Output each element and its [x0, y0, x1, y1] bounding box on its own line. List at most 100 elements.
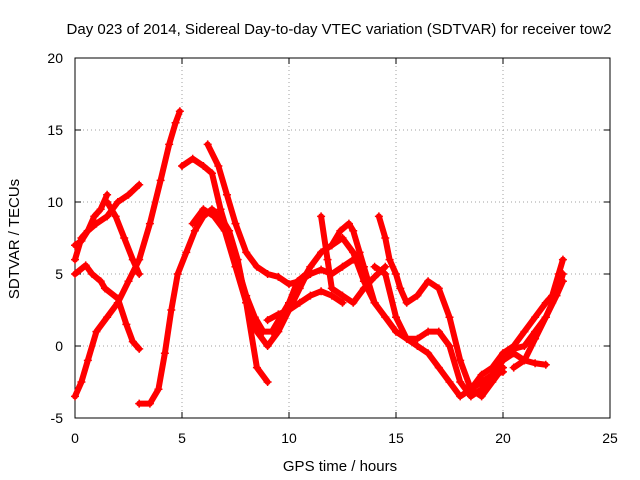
data-point-marker [263, 342, 272, 350]
data-point-marker [434, 284, 443, 293]
data-point-marker [466, 385, 475, 394]
data-point-marker [103, 313, 112, 322]
data-point-marker [424, 277, 433, 286]
data-point-marker [103, 198, 112, 206]
data-point-marker [477, 385, 486, 394]
data-point-marker [81, 261, 90, 270]
data-point-marker [135, 399, 144, 408]
data-point-marker [466, 392, 475, 401]
data-point-marker [90, 212, 99, 221]
series-trace-18 [509, 277, 567, 372]
data-point-marker [413, 342, 422, 350]
data-point-marker [263, 378, 272, 386]
y-tick-label: 15 [47, 122, 63, 138]
data-point-marker [120, 234, 129, 242]
data-point-marker [558, 277, 567, 286]
data-point-marker [456, 378, 465, 386]
x-tick-label: 10 [281, 430, 297, 446]
data-point-marker [374, 212, 383, 221]
series-trace-10 [317, 212, 390, 307]
data-point-marker [520, 356, 529, 365]
data-point-marker [207, 169, 216, 178]
data-point-marker [445, 378, 454, 386]
data-point-marker [160, 349, 169, 358]
data-point-marker [541, 313, 550, 322]
data-point-marker [222, 190, 231, 199]
data-point-marker [336, 226, 345, 235]
series-trace [510, 278, 566, 371]
data-point-marker [385, 255, 394, 264]
series-trace-2 [71, 261, 144, 353]
data-point-marker [242, 248, 251, 257]
data-point-marker [188, 154, 197, 163]
data-point-marker [199, 162, 208, 170]
data-point-marker [274, 327, 283, 336]
data-point-marker [263, 270, 272, 278]
x-axis-label: GPS time / hours [283, 458, 397, 475]
series-trace-12 [263, 287, 347, 325]
data-point-marker [71, 270, 79, 278]
data-point-marker [509, 363, 518, 372]
data-point-marker [295, 284, 304, 293]
data-point-marker [402, 298, 411, 307]
data-point-marker [499, 349, 507, 358]
data-point-marker [92, 327, 101, 336]
data-point-marker [327, 241, 336, 250]
data-point-marker [349, 298, 358, 307]
data-point-marker [531, 334, 540, 343]
data-point-marker [71, 255, 79, 264]
y-axis-tick-labels: -5 0 5 10 15 20 [47, 50, 63, 426]
data-point-marker [124, 277, 133, 286]
data-point-marker [392, 327, 400, 336]
data-point-marker [552, 291, 561, 300]
data-point-marker [413, 291, 422, 300]
data-point-marker [317, 212, 326, 221]
y-axis-label: SDTVAR / TECUs [6, 179, 23, 299]
data-point-marker [338, 234, 347, 242]
data-point-marker [477, 370, 486, 379]
data-point-marker [344, 219, 353, 228]
data-point-marker [263, 316, 272, 325]
data-point-marker [306, 291, 315, 300]
data-point-marker [338, 298, 347, 307]
data-point-marker [71, 392, 79, 401]
x-tick-label: 5 [178, 430, 186, 446]
data-point-marker [274, 310, 283, 319]
data-point-marker [220, 226, 229, 235]
series-trace [189, 206, 399, 349]
series-trace-16 [466, 255, 567, 394]
data-point-marker [349, 226, 358, 235]
data-point-marker [113, 298, 122, 307]
data-point-marker [96, 205, 105, 214]
data-point-marker [182, 248, 191, 257]
series-trace [467, 256, 566, 393]
data-point-marker [103, 212, 112, 221]
data-point-marker [381, 270, 390, 278]
data-point-marker [488, 370, 497, 379]
data-point-marker [145, 219, 154, 228]
data-point-marker [509, 344, 518, 353]
data-point-marker [83, 356, 92, 365]
data-point-marker [541, 360, 550, 369]
data-point-marker [306, 262, 315, 271]
data-point-marker [88, 270, 97, 278]
data-point-marker [456, 356, 465, 365]
data-point-marker [392, 313, 400, 322]
y-tick-label: 20 [47, 50, 63, 66]
data-point-marker [252, 262, 261, 271]
data-point-marker [327, 291, 336, 300]
data-point-marker [178, 162, 186, 170]
data-point-marker [103, 190, 112, 199]
data-point-marker [434, 363, 443, 372]
data-point-marker [122, 320, 131, 329]
data-point-marker [456, 392, 465, 401]
data-point-marker [231, 262, 240, 271]
data-point-marker [156, 176, 165, 185]
data-point-marker [381, 262, 390, 271]
data-point-marker [231, 219, 240, 228]
data-point-marker [190, 226, 199, 235]
data-point-marker [83, 226, 92, 235]
data-point-marker [488, 363, 497, 372]
data-point-marker [167, 306, 176, 314]
